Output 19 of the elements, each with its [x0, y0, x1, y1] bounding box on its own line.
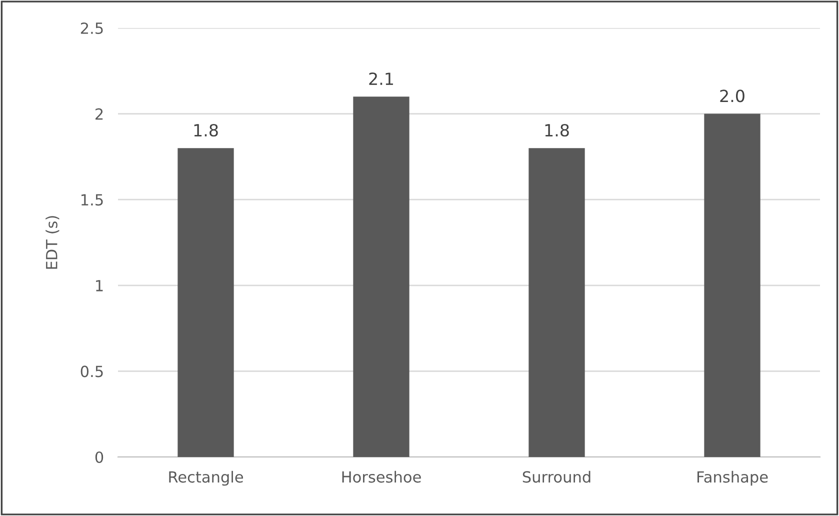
y-tick-label: 1 [96, 280, 103, 292]
x-tick-label: Rectangle [169, 470, 243, 486]
x-tick-label: Horseshoe [342, 470, 421, 483]
bar [353, 96, 410, 457]
data-label: 2.0 [720, 90, 744, 102]
data-label: 2.1 [369, 72, 393, 85]
data-label: 1.8 [545, 124, 569, 137]
y-tick-label: 2.5 [80, 22, 103, 34]
y-tick-label: 0 [95, 451, 104, 464]
data-label: 1.8 [194, 124, 218, 137]
y-tick-label: 1.5 [81, 194, 103, 206]
y-tick-label: 2 [96, 108, 103, 120]
x-tick-label: Surround [522, 470, 590, 483]
y-tick-label: 0.5 [80, 366, 103, 378]
y-axis-title: EDT (s) [46, 216, 60, 269]
x-tick-label: Fanshape [697, 470, 768, 486]
bar [704, 114, 760, 457]
bar [178, 148, 234, 457]
bar [528, 148, 585, 457]
